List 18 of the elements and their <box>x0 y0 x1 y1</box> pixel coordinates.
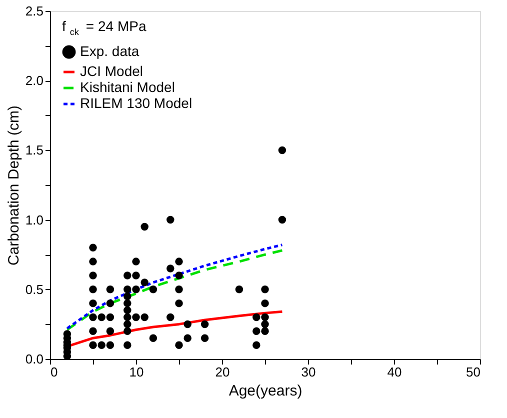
x-tick-label: 20 <box>215 364 230 380</box>
x-tick-label: 50 <box>466 364 480 380</box>
x-axis-title: Age(years) <box>228 382 302 400</box>
y-tick-label: 1.5 <box>25 142 44 158</box>
y-tick-label: 2.5 <box>25 4 44 18</box>
y-tick-label: 0.0 <box>25 352 44 366</box>
x-tick-label: 10 <box>129 364 144 380</box>
legend-label: RILEM 130 Model <box>80 95 192 111</box>
y-tick-label: 1.0 <box>25 212 44 228</box>
y-axis-title: Carbonation Depth (cm) <box>5 105 22 266</box>
legend-label: Kishitani Model <box>80 79 175 95</box>
x-tick-label: 40 <box>387 364 402 380</box>
y-tick-label: 2.0 <box>25 73 44 88</box>
x-tick-label: 0 <box>50 364 58 380</box>
legend-label: Exp. data <box>80 43 140 59</box>
x-tick-label: 30 <box>301 364 316 380</box>
y-tick-label: 0.5 <box>25 282 44 297</box>
legend-label: JCI Model <box>80 63 144 79</box>
